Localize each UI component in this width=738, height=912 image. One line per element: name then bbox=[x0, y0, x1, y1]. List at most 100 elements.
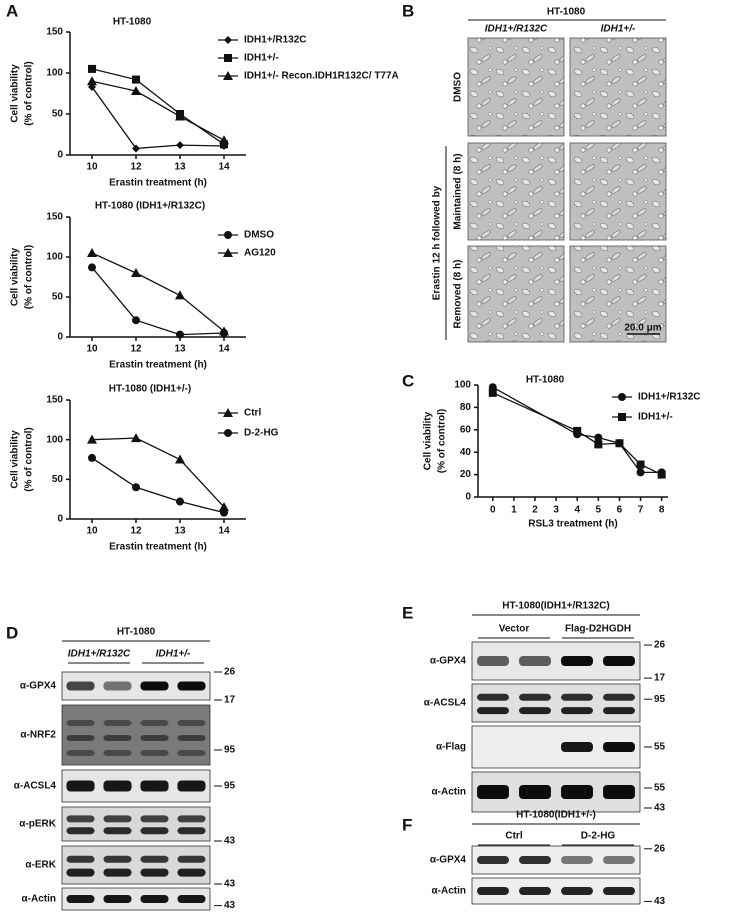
row-label: α-GPX4 bbox=[20, 681, 57, 692]
group-label: Vector bbox=[499, 624, 530, 635]
legend-label: DMSO bbox=[244, 230, 274, 241]
chart-title: HT-1080 (IDH1+/-) bbox=[109, 384, 192, 395]
blot-band bbox=[140, 750, 169, 756]
blot-band bbox=[66, 827, 95, 835]
y-tick-label: 40 bbox=[460, 447, 472, 458]
data-point bbox=[88, 453, 96, 462]
blot-title: HT-1080(IDH1+/-) bbox=[516, 810, 596, 821]
legend-label: D-2-HG bbox=[244, 428, 279, 439]
data-point bbox=[87, 76, 97, 86]
blot-band bbox=[561, 887, 593, 895]
blot-band bbox=[603, 656, 635, 666]
data-point bbox=[220, 140, 228, 149]
panel-label: A bbox=[6, 1, 18, 20]
blot-band bbox=[177, 827, 206, 835]
blot-band bbox=[603, 785, 635, 799]
blot-band bbox=[66, 815, 95, 823]
blot-band bbox=[177, 855, 206, 863]
size-marker: 26 bbox=[654, 640, 666, 651]
x-tick-label: 10 bbox=[86, 162, 98, 173]
y-tick-label: 100 bbox=[46, 434, 63, 445]
y-tick-label: 20 bbox=[460, 469, 472, 480]
blot-band bbox=[140, 868, 169, 877]
x-tick-label: 12 bbox=[130, 526, 142, 537]
panel-label: B bbox=[402, 1, 414, 20]
blot-band bbox=[103, 855, 132, 863]
blot-band bbox=[519, 887, 551, 895]
blot-band bbox=[66, 681, 95, 691]
series-line bbox=[91, 68, 225, 145]
y-axis-label: Cell viability bbox=[10, 430, 21, 489]
row-label: α-Actin bbox=[432, 886, 466, 897]
blot-band bbox=[603, 887, 635, 895]
group-label: D-2-HG bbox=[581, 831, 616, 842]
micrograph-title: HT-1080 bbox=[547, 7, 586, 18]
column-label: IDH1+/- bbox=[601, 24, 636, 35]
size-marker: 95 bbox=[224, 745, 236, 756]
x-tick-label: 4 bbox=[574, 505, 580, 516]
data-point bbox=[176, 497, 184, 506]
legend-label: IDH1+/- Recon.IDH1R132C/ T77A bbox=[244, 71, 399, 82]
data-point bbox=[175, 290, 185, 300]
x-tick-label: 12 bbox=[130, 162, 142, 173]
legend-marker bbox=[224, 231, 232, 239]
size-marker: 95 bbox=[224, 781, 236, 792]
blot-band bbox=[477, 707, 509, 715]
row-label: α-ERK bbox=[25, 860, 56, 871]
legend-marker bbox=[224, 36, 232, 44]
blot-band bbox=[177, 720, 206, 726]
column-label: IDH1+/R132C bbox=[485, 24, 548, 35]
size-marker: 43 bbox=[654, 896, 666, 907]
x-tick-label: 8 bbox=[659, 505, 665, 516]
data-point bbox=[219, 326, 229, 336]
size-marker: 43 bbox=[654, 803, 666, 814]
blot-band bbox=[519, 785, 551, 799]
blot-band bbox=[140, 827, 169, 835]
group-label: Erastin 12 h followed by bbox=[432, 185, 443, 300]
blot-band bbox=[477, 693, 509, 701]
micrograph bbox=[569, 142, 667, 241]
legend-marker bbox=[223, 408, 233, 417]
y-axis-label: (% of control) bbox=[437, 409, 448, 473]
data-point bbox=[132, 483, 140, 492]
y-axis-label: (% of control) bbox=[24, 245, 35, 309]
x-tick-label: 13 bbox=[174, 344, 186, 355]
y-tick-label: 150 bbox=[46, 212, 63, 223]
legend-label: Ctrl bbox=[244, 408, 261, 419]
x-tick-label: 13 bbox=[174, 526, 186, 537]
y-axis-label: Cell viability bbox=[10, 64, 21, 123]
x-tick-label: 14 bbox=[218, 344, 230, 355]
blot-band bbox=[177, 895, 206, 903]
y-tick-label: 50 bbox=[52, 292, 64, 303]
data-point bbox=[132, 75, 140, 84]
series-line bbox=[91, 80, 225, 141]
blot-band bbox=[140, 681, 169, 691]
y-tick-label: 0 bbox=[57, 150, 63, 161]
blot-title: HT-1080 bbox=[117, 627, 156, 638]
size-marker: 43 bbox=[224, 879, 236, 890]
y-tick-label: 50 bbox=[52, 474, 64, 485]
blot-band bbox=[140, 855, 169, 863]
x-tick-label: 10 bbox=[86, 526, 98, 537]
y-tick-label: 0 bbox=[57, 514, 63, 525]
y-tick-label: 150 bbox=[46, 27, 63, 38]
data-point bbox=[175, 454, 185, 464]
size-marker: 55 bbox=[654, 742, 666, 753]
x-tick-label: 7 bbox=[638, 505, 644, 516]
blot-band bbox=[66, 735, 95, 741]
legend-label: IDH1+/- bbox=[244, 53, 279, 64]
legend-label: IDH1+/- bbox=[638, 412, 673, 423]
row-label: α-Flag bbox=[436, 742, 466, 753]
group-label: Ctrl bbox=[505, 831, 522, 842]
blot-band bbox=[177, 735, 206, 741]
series-line bbox=[91, 266, 225, 336]
x-axis-label: Erastin treatment (h) bbox=[109, 178, 207, 189]
series-line bbox=[91, 437, 225, 508]
blot-strip bbox=[61, 887, 211, 911]
size-marker: 26 bbox=[654, 843, 666, 854]
y-axis-label: (% of control) bbox=[24, 427, 35, 491]
blot-band bbox=[177, 815, 206, 823]
blot-band bbox=[103, 868, 132, 877]
y-axis-label: Cell viability bbox=[423, 411, 434, 470]
blot-band bbox=[140, 735, 169, 741]
